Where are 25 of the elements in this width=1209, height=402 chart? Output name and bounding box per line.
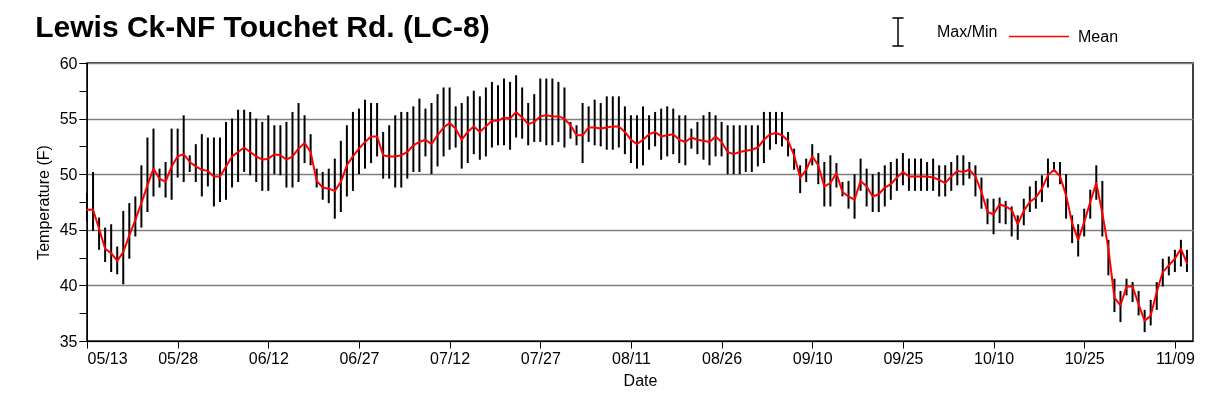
legend-label: Mean [1078,27,1119,45]
x-tick-label: 10/10 [974,349,1015,367]
y-tick-label: 50 [59,165,78,183]
x-tick-label: 06/27 [339,349,380,367]
y-tick-label: 35 [59,332,78,350]
x-tick-label: 07/27 [520,349,561,367]
x-tick-label: 07/12 [430,349,471,367]
y-tick-label: 55 [59,110,78,128]
x-tick-label: 08/26 [702,349,743,367]
y-tick-label: 45 [59,221,78,239]
y-axis-title: Temperature (F) [34,145,52,260]
x-tick-label: 05/13 [87,349,128,367]
x-tick-label: 11/09 [1155,349,1195,367]
x-tick-label: 05/28 [158,349,199,367]
x-axis-title: Date [623,371,658,389]
chart-title: Lewis Ck-NF Touchet Rd. (LC-8) [35,10,490,43]
x-tick-label: 09/10 [792,349,833,367]
text: Max/Min [937,23,998,40]
x-tick-label: 09/25 [883,349,924,367]
x-tick-label: 10/25 [1064,349,1105,367]
y-tick-label: 40 [59,276,78,294]
line-series [86,110,1188,322]
y-tick-label: 60 [59,54,78,72]
x-tick-label: 06/12 [248,349,289,367]
x-tick-label: 08/11 [612,349,651,367]
